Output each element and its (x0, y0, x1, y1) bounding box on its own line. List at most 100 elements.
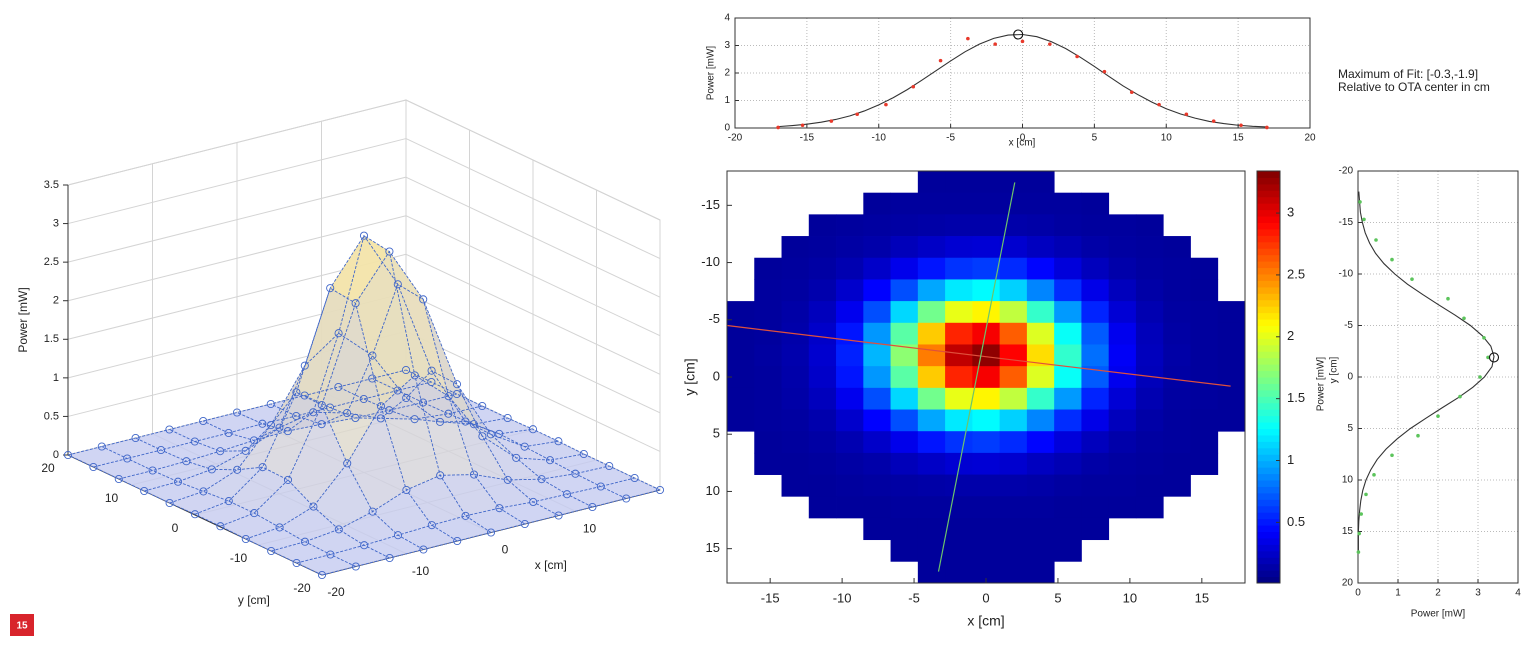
heatmap-cell (808, 344, 837, 367)
colorbar-tick-label: 1 (1287, 452, 1294, 467)
heatmap-cell (972, 474, 1001, 497)
data-point (1462, 316, 1466, 321)
x-tick-label: 5 (1092, 133, 1098, 144)
x-tick-label: 10 (583, 521, 597, 535)
heatmap-cell (1026, 236, 1055, 259)
heatmap-cell (1081, 257, 1110, 280)
data-point (1129, 90, 1134, 95)
heatmap-cell (1026, 171, 1055, 194)
heatmap-cell (1163, 431, 1191, 454)
surface-point (173, 477, 183, 486)
heatmap-cell (999, 214, 1028, 237)
heatmap-cell (1108, 366, 1137, 389)
surface-patch (414, 375, 474, 476)
surface-patch (541, 473, 601, 495)
z-tick-label: 2 (53, 295, 59, 307)
heatmap-cell (727, 301, 755, 324)
data-point (1374, 238, 1378, 242)
heatmap-cell (1026, 431, 1055, 454)
y-tick-label: -5 (708, 311, 720, 326)
surface-point (605, 461, 614, 471)
y-tick-label: 5 (1347, 423, 1353, 434)
heatmap-cell (945, 236, 973, 259)
heatmap-cell (808, 322, 837, 345)
colorbar-step (1257, 274, 1280, 281)
x-tick-label: -20 (327, 585, 345, 599)
surface-point (385, 406, 394, 415)
heatmap-cell (1135, 366, 1164, 389)
heatmap-cell (1163, 366, 1191, 389)
heatmap-cell (754, 322, 782, 345)
heatmap-cell (917, 236, 946, 259)
y-tick-label: -20 (1339, 166, 1354, 177)
surface-wire (118, 393, 457, 480)
heatmap-cell (1054, 452, 1082, 475)
heatmap-cell (945, 322, 973, 345)
heatmap-cell (1135, 301, 1164, 324)
surface-patch (398, 525, 458, 550)
heatmap-cell (836, 279, 864, 302)
x-axis-label: Power [mW] (1411, 609, 1466, 620)
heatmap-cell (1054, 366, 1082, 389)
heatmap-cell (1217, 387, 1246, 410)
heatmap-cell (1081, 517, 1110, 541)
heatmap-cell (1026, 322, 1055, 345)
heatmap-cell (1108, 431, 1137, 454)
surface-wire (236, 234, 492, 533)
data-point (1211, 119, 1216, 123)
heatmap-cell (945, 279, 973, 302)
heatmap-cell (972, 561, 1001, 584)
data-point (1390, 453, 1394, 458)
y-tick-label: 3 (724, 40, 730, 51)
surface-patch (186, 450, 246, 470)
heatmap-cell (890, 301, 919, 324)
surface-point (89, 462, 98, 472)
surface-point (419, 545, 428, 554)
y-tick-label: 10 (1342, 475, 1354, 486)
surface-point (300, 391, 309, 400)
surface-point (275, 423, 284, 432)
surface-point (385, 247, 394, 256)
surface-point (232, 408, 242, 417)
x-tick-label: 10 (1123, 590, 1137, 605)
x-tick-label: -10 (872, 133, 887, 144)
heatmap-cell (945, 214, 973, 237)
heatmap-cell (917, 517, 946, 541)
colorbar-step (1257, 454, 1280, 462)
heatmap-cell (863, 496, 891, 519)
x-tick-label: 3 (1475, 588, 1481, 599)
heatmap-cell (1026, 496, 1055, 519)
heatmap-cell (1217, 301, 1246, 324)
surface-patch (296, 288, 356, 406)
heatmap-cell (917, 279, 946, 302)
x-tick-label: 10 (1161, 133, 1173, 144)
heatmap-cell (1026, 539, 1055, 562)
data-point (938, 58, 943, 63)
data-point (1358, 200, 1362, 204)
data-point (1478, 375, 1482, 379)
surface-patch (473, 418, 533, 434)
heatmap-cell (1217, 344, 1246, 367)
colorbar-step (1257, 415, 1280, 423)
heatmap-cell (1026, 387, 1055, 410)
heatmap-cell (808, 236, 837, 259)
colorbar-step (1257, 248, 1280, 256)
surface-point (427, 366, 436, 375)
data-point (1416, 433, 1420, 438)
heatmap-cell (972, 539, 1001, 562)
surface-point (156, 445, 166, 455)
surface-patch (195, 501, 255, 527)
heatmap-cell (917, 409, 946, 432)
heatmap-cell (1054, 409, 1082, 432)
heatmap-cell (945, 452, 973, 475)
heatmap-cell (999, 322, 1028, 345)
heatmap-cell (1190, 279, 1219, 302)
data-point (800, 123, 805, 128)
heatmap-cell (890, 409, 919, 432)
heatmap-cell (808, 387, 837, 410)
heatmap-cell (863, 301, 891, 324)
surface-point (486, 528, 496, 537)
x-tick-label: -10 (833, 590, 852, 605)
data-point (1359, 512, 1363, 516)
surface-patch (220, 513, 280, 539)
